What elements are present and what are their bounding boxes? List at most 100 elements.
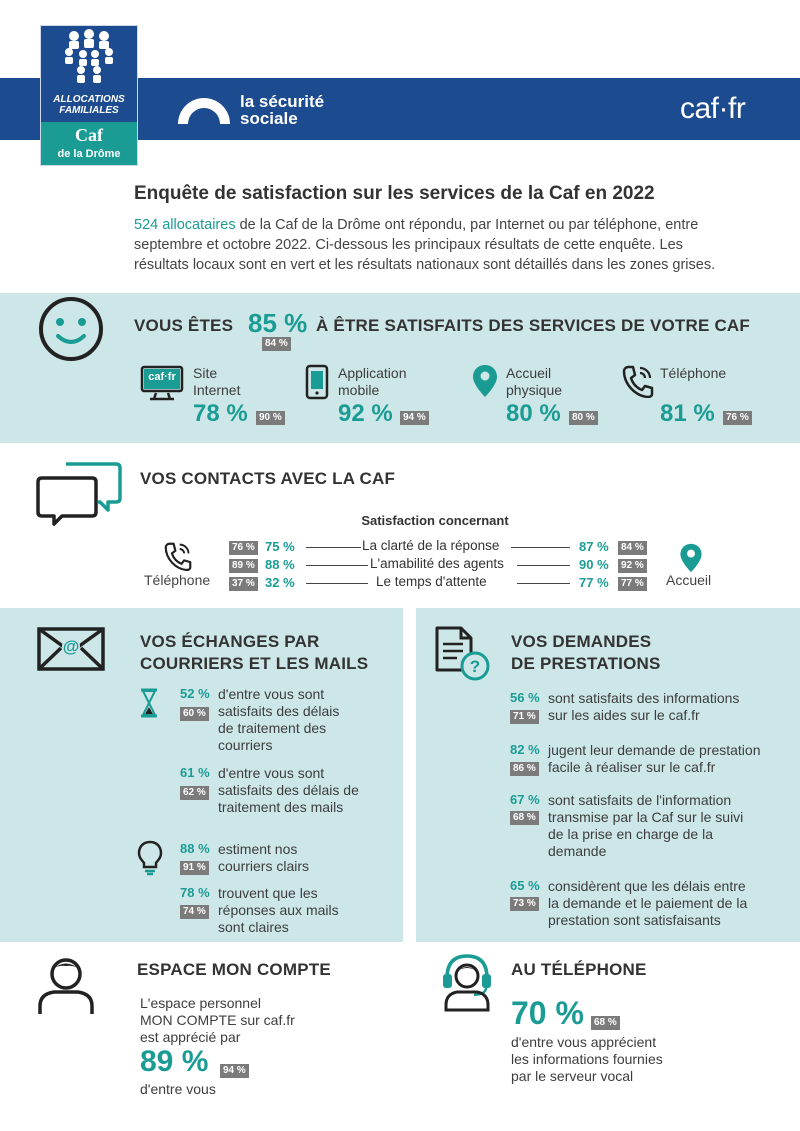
channel-accueil-label1: Accueil — [506, 365, 552, 381]
connector-line — [306, 565, 368, 566]
hourglass-icon — [141, 688, 157, 718]
clarity-national: 74 % — [180, 905, 209, 919]
compte-national: 94 % — [220, 1064, 249, 1078]
delay-line: satisfaits des délais de — [218, 782, 359, 798]
svg-text:?: ? — [470, 657, 480, 676]
clarity-pct: 78 % — [180, 885, 210, 900]
svg-text:@: @ — [63, 637, 80, 656]
phone-pct: 75 % — [265, 539, 295, 554]
clarity-national: 91 % — [180, 861, 209, 875]
demande-line: demande — [548, 843, 607, 859]
contacts-title: VOS CONTACTS AVEC LA CAF — [140, 469, 396, 488]
demande-line: facile à réaliser sur le caf.fr — [548, 759, 716, 775]
logo-dept: de la Drôme — [57, 148, 121, 160]
phone-icon — [622, 365, 654, 398]
demandes-title2: DE PRESTATIONS — [511, 654, 661, 673]
clarity-line: estiment nos — [218, 841, 298, 857]
headset-icon — [443, 954, 491, 1012]
computer-icon — [140, 365, 184, 401]
demande-line: sur les aides sur le caf.fr — [548, 707, 700, 723]
demande-text: jugent leur demande de prestation facile… — [548, 742, 760, 776]
delay-pct: 52 % — [180, 686, 210, 701]
logo-line2: FAMILIALES — [59, 105, 119, 116]
compte-title: ESPACE MON COMPTE — [137, 960, 331, 979]
secu-arc-icon — [178, 98, 230, 124]
accueil-national: 84 % — [618, 541, 647, 555]
caf-fr-logo: caf·fr — [680, 92, 746, 125]
channel-mobile-pct: 92 % — [338, 400, 393, 427]
clarity-pct: 88 % — [180, 841, 210, 856]
envelope-icon: @ — [37, 627, 105, 671]
mails-title1: VOS ÉCHANGES PAR — [140, 632, 320, 651]
criterion-label: Le temps d'attente — [376, 574, 487, 589]
contacts-phone-icon — [164, 542, 192, 571]
channel-mobile-label1: Application — [338, 365, 407, 381]
contact-row: 37 % 32 % Le temps d'attente 77 % 77 % — [0, 574, 800, 592]
secu-logo: la sécurité sociale — [174, 92, 344, 128]
delay-line: courriers — [218, 737, 273, 753]
contacts-left-label: Téléphone — [144, 572, 211, 588]
secu-line1: la sécurité — [240, 92, 325, 111]
phone-national: 89 % — [229, 559, 258, 573]
lightbulb-icon — [137, 840, 163, 876]
demande-line: transmise par la Caf sur le suivi — [548, 809, 744, 825]
channel-phone-pct: 81 % — [660, 400, 715, 427]
compte-line4: d'entre vous — [140, 1081, 216, 1097]
user-icon — [38, 958, 94, 1014]
contacts-location-icon — [680, 543, 702, 573]
channel-internet-label2: Internet — [193, 382, 241, 398]
clarity-line: réponses aux mails — [218, 902, 339, 918]
intro-text2: septembre et octobre 2022. Ci-dessous le… — [134, 237, 683, 253]
demande-national: 71 % — [510, 710, 539, 724]
demande-line: jugent leur demande de prestation — [548, 742, 761, 758]
demande-line: sont satisfaits de l'information — [548, 792, 732, 808]
connector-line — [306, 583, 368, 584]
logo-line1: ALLOCATIONS — [53, 94, 125, 105]
demande-pct: 82 % — [510, 742, 540, 757]
intro-paragraph: 524 allocataires de la Caf de la Drôme o… — [134, 215, 774, 275]
delay-line: satisfaits des délais — [218, 703, 340, 719]
criterion-label: La clarté de la réponse — [362, 538, 500, 553]
delay-national: 60 % — [180, 707, 209, 721]
compte-line3: est apprécié par — [140, 1029, 241, 1045]
demande-national: 68 % — [510, 811, 539, 825]
intro-text3: résultats locaux sont en vert et les rés… — [134, 257, 716, 273]
delay-text: d'entre vous sont satisfaits des délais … — [218, 765, 359, 816]
channel-internet-pct: 78 % — [193, 400, 248, 427]
channel-mobile-national: 94 % — [400, 411, 429, 425]
telephone-line2: les informations fournies — [511, 1051, 663, 1067]
telephone-line3: par le serveur vocal — [511, 1068, 634, 1084]
delay-line: traitement des mails — [218, 799, 344, 815]
delay-line: d'entre vous sont — [218, 686, 325, 702]
caf-logo-bottom: Caf de la Drôme — [41, 122, 137, 165]
delay-national: 62 % — [180, 786, 209, 800]
demande-pct: 67 % — [510, 792, 540, 807]
delay-line: de traitement des — [218, 720, 327, 736]
clarity-line: courriers clairs — [218, 858, 310, 874]
phone-pct: 88 % — [265, 557, 295, 572]
demande-line: de la prise en charge de la — [548, 826, 713, 842]
intro-highlight: 524 allocataires — [134, 217, 236, 233]
connector-line — [306, 547, 361, 548]
demande-text: sont satisfaits de l'information transmi… — [548, 792, 743, 860]
channel-phone-label1: Téléphone — [660, 365, 727, 381]
accueil-pct: 87 % — [579, 539, 609, 554]
contacts-subtitle: Satisfaction concernant — [361, 513, 509, 528]
chat-bubbles-icon — [36, 462, 122, 526]
channel-internet-national: 90 % — [256, 411, 285, 425]
clarity-text: trouvent que les réponses aux mails sont… — [218, 885, 339, 936]
demandes-title1: VOS DEMANDES — [511, 632, 652, 651]
connector-line — [517, 565, 570, 566]
mails-title2: COURRIERS ET LES MAILS — [140, 654, 369, 673]
caf-logo-top: ALLOCATIONS FAMILIALES — [41, 26, 137, 122]
demande-line: sont satisfaits des informations — [548, 690, 740, 706]
channel-phone-national: 76 % — [723, 411, 752, 425]
location-icon — [473, 365, 497, 397]
delay-text: d'entre vous sont satisfaits des délais … — [218, 686, 339, 754]
compte-line2: MON COMPTE sur caf.fr — [140, 1012, 295, 1028]
telephone-pct: 70 % — [511, 995, 584, 1031]
mails-panel — [0, 608, 403, 942]
telephone-title: AU TÉLÉPHONE — [511, 960, 647, 979]
accueil-national: 77 % — [618, 577, 647, 591]
secu-line2: sociale — [240, 109, 298, 128]
